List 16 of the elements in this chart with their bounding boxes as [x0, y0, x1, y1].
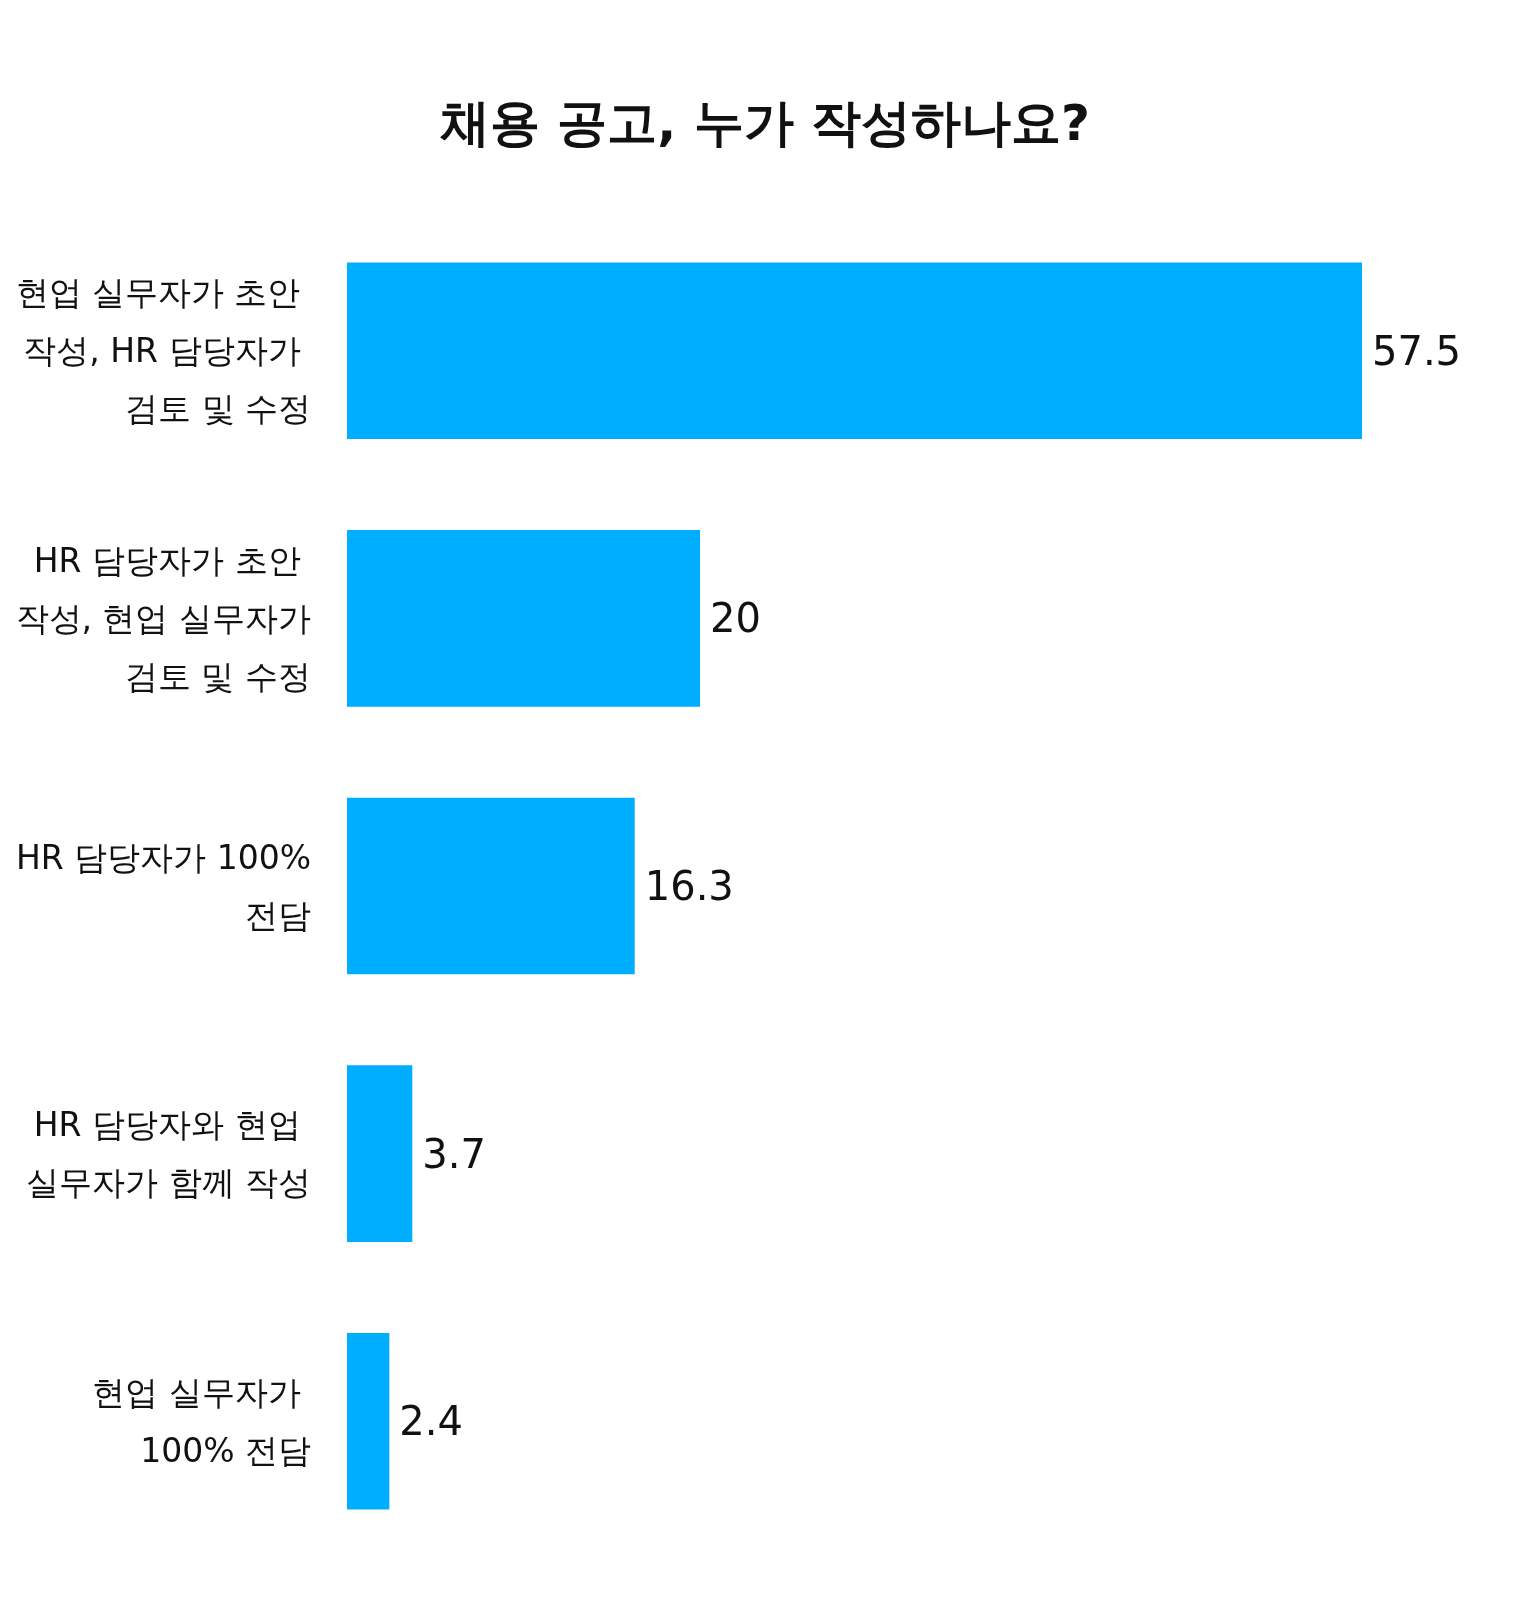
bar — [347, 530, 701, 707]
data-label: 3.7 — [422, 1130, 486, 1177]
bar — [347, 262, 1362, 440]
data-label: 2.4 — [399, 1398, 463, 1445]
y-tick-label: HR 담당자가 100% 전담 — [15, 837, 311, 935]
data-label: 57.5 — [1372, 327, 1462, 374]
bar — [347, 1065, 413, 1242]
y-tick-label: 현업 실무자가 초안 작성, HR 담당자가 검토 및 수정 — [15, 273, 311, 429]
bar — [347, 1332, 390, 1510]
bar — [347, 797, 635, 975]
data-label: 20 — [710, 595, 761, 642]
y-tick-label: 현업 실무자가 100% 전담 — [92, 1372, 311, 1470]
chart-title: 채용 공고, 누가 작성하나요? — [439, 94, 1091, 152]
y-tick-label: HR 담당자와 현업 실무자가 함께 작성 — [26, 1105, 311, 1203]
data-label: 16.3 — [644, 863, 734, 909]
y-tick-label: HR 담당자가 초안 작성, 현업 실무자가 검토 및 수정 — [15, 540, 311, 696]
